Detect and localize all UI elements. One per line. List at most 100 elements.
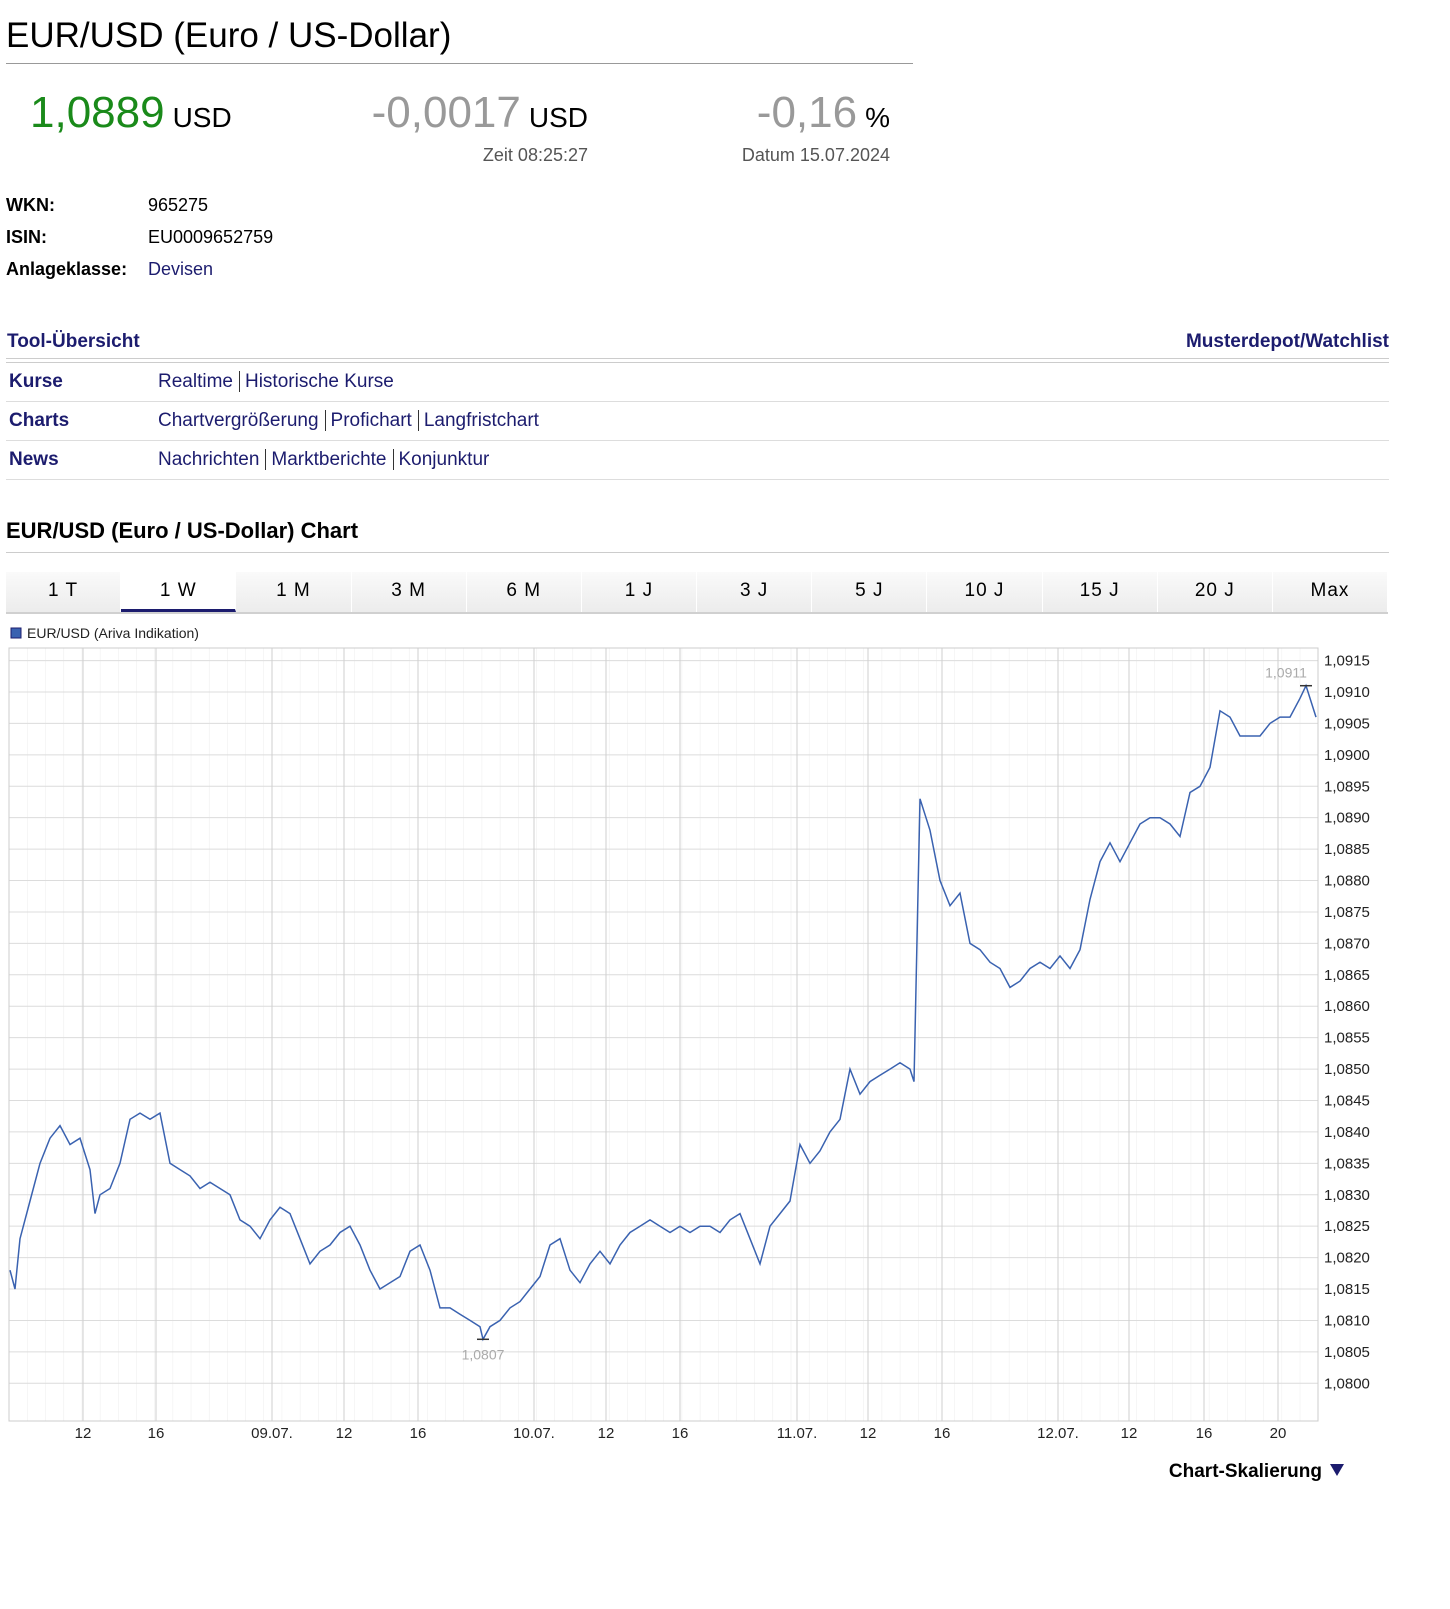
price-unit: USD: [172, 102, 232, 133]
y-tick-label: 1,0870: [1324, 935, 1370, 952]
y-tick-label: 1,0800: [1324, 1375, 1370, 1392]
tool-link[interactable]: Profichart: [324, 410, 412, 431]
info-label: ISIN:: [6, 227, 48, 247]
tools-rule: [6, 358, 1389, 363]
y-tick-label: 1,0910: [1324, 684, 1370, 701]
plot-frame: [8, 647, 1319, 1422]
info-value[interactable]: Devisen: [148, 259, 214, 279]
dropdown-icon: [1330, 1464, 1344, 1476]
range-tab[interactable]: 20 J: [1158, 572, 1273, 612]
y-tick-label: 1,0900: [1324, 747, 1370, 764]
range-tab[interactable]: 3 J: [697, 572, 813, 612]
range-tab[interactable]: 15 J: [1043, 572, 1158, 612]
y-tick-label: 1,0855: [1324, 1030, 1370, 1047]
x-tick-label: 12: [860, 1425, 877, 1442]
info-label: WKN:: [6, 195, 55, 215]
legend-swatch: [10, 627, 22, 639]
tool-link[interactable]: Historische Kurse: [238, 371, 394, 392]
range-tab[interactable]: 3 M: [352, 572, 467, 612]
info-label: Anlageklasse:: [6, 259, 128, 279]
range-tab[interactable]: 5 J: [812, 572, 928, 612]
page-title: EUR/USD (Euro / US-Dollar): [6, 16, 452, 55]
y-tick-label: 1,0865: [1324, 967, 1370, 984]
chart: 1,0800 1,0805 1,0810 1,0815 1,0820 1,0825 1,08…: [8, 625, 1370, 1442]
x-tick-label: 10.07.: [513, 1425, 555, 1442]
y-tick-label: 1,0880: [1324, 873, 1370, 890]
legend-label: EUR/USD (Ariva Indikation): [27, 625, 199, 641]
tool-link[interactable]: Konjunktur: [392, 449, 490, 470]
change-pct-unit: %: [865, 102, 890, 133]
y-tick-label: 1,0815: [1324, 1281, 1370, 1298]
tool-label[interactable]: Kurse: [9, 371, 63, 392]
change-value: -0,0017: [371, 88, 521, 137]
y-tick-label: 1,0810: [1324, 1312, 1370, 1329]
tool-row: News Nachrichten Marktberichte Konjunktur: [6, 441, 1389, 480]
x-tick-label: 12: [336, 1425, 353, 1442]
tool-label[interactable]: News: [9, 449, 59, 470]
chart-section-title: EUR/USD (Euro / US-Dollar) Chart: [6, 518, 359, 543]
plot-background: [9, 648, 1318, 1421]
range-tab[interactable]: 1 M: [236, 572, 352, 612]
range-tab[interactable]: 1 W: [121, 572, 237, 612]
price: 1,0889 USD: [30, 88, 232, 138]
range-tab[interactable]: 1 T: [6, 572, 122, 612]
change: -0,0017 USD: [372, 88, 588, 138]
tool-links: Chartvergrößerung Profichart Langfristchar…: [158, 410, 539, 432]
date-note: Datum 15.07.2024: [741, 145, 890, 165]
info-value: EU0009652759: [148, 227, 274, 247]
x-tick-label: 11.07.: [777, 1425, 818, 1442]
tool-links: Realtime Historische Kurse: [158, 371, 394, 393]
extreme-label: 1,0807: [462, 1346, 505, 1362]
range-tab[interactable]: 10 J: [927, 572, 1043, 612]
tool-links: Nachrichten Marktberichte Konjunktur: [158, 449, 490, 471]
x-tick-label: 12: [1121, 1425, 1138, 1442]
y-tick-label: 1,0915: [1324, 653, 1370, 670]
tool-link[interactable]: Chartvergrößerung: [158, 410, 319, 431]
tool-link[interactable]: Realtime: [158, 371, 233, 392]
y-tick-label: 1,0860: [1324, 998, 1370, 1015]
change-pct: -0,16%: [757, 88, 890, 138]
range-tab[interactable]: Max: [1273, 572, 1389, 612]
time-note: Zeit 08:25:27: [482, 145, 588, 165]
y-tick-label: 1,0820: [1324, 1250, 1370, 1267]
x-tick-label: 20: [1270, 1425, 1287, 1442]
y-tick-label: 1,0830: [1324, 1187, 1370, 1204]
x-tick-label: 16: [1196, 1425, 1213, 1442]
y-tick-label: 1,0845: [1324, 1092, 1370, 1109]
price-line: [9, 683, 1317, 1342]
chart-scaling[interactable]: Chart-Skalierung: [1169, 1461, 1346, 1483]
tools-title[interactable]: Tool-Übersicht: [7, 331, 140, 352]
x-tick-label: 16: [934, 1425, 951, 1442]
y-tick-label: 1,0825: [1324, 1218, 1370, 1235]
y-tick-label: 1,0905: [1324, 715, 1370, 732]
y-tick-label: 1,0805: [1324, 1344, 1370, 1361]
x-tick-label: 16: [672, 1425, 689, 1442]
extreme-label: 1,0911: [1265, 665, 1307, 681]
tool-row: Charts Chartvergrößerung Profichart Langfri…: [6, 402, 1389, 441]
x-tick-label: 12: [598, 1425, 615, 1442]
tool-link[interactable]: Marktberichte: [265, 449, 387, 470]
section-rule: [6, 552, 1389, 553]
x-tick-label: 16: [410, 1425, 427, 1442]
y-tick-label: 1,0885: [1324, 841, 1370, 858]
y-tick-label: 1,0875: [1324, 904, 1370, 921]
tool-label[interactable]: Charts: [9, 410, 70, 431]
x-tick-label: 12.07.: [1037, 1425, 1079, 1442]
tool-link[interactable]: Nachrichten: [158, 449, 260, 470]
title-rule: [6, 63, 913, 64]
y-tick-label: 1,0835: [1324, 1155, 1370, 1172]
watchlist-link[interactable]: Musterdepot/Watchlist: [1185, 331, 1389, 352]
range-tab[interactable]: 6 M: [467, 572, 582, 612]
tool-row: Kurse Realtime Historische Kurse: [6, 363, 1389, 402]
x-tick-label: 12: [75, 1425, 92, 1442]
range-tab[interactable]: 1 J: [582, 572, 698, 612]
info-value: 965275: [148, 195, 209, 215]
x-tick-label: 16: [148, 1425, 165, 1442]
change-pct-value: -0,16: [756, 88, 858, 137]
y-tick-label: 1,0840: [1324, 1124, 1370, 1141]
tool-link[interactable]: Langfristchart: [417, 410, 539, 431]
price-value: 1,0889: [30, 88, 165, 137]
x-tick-label: 09.07.: [251, 1425, 293, 1442]
